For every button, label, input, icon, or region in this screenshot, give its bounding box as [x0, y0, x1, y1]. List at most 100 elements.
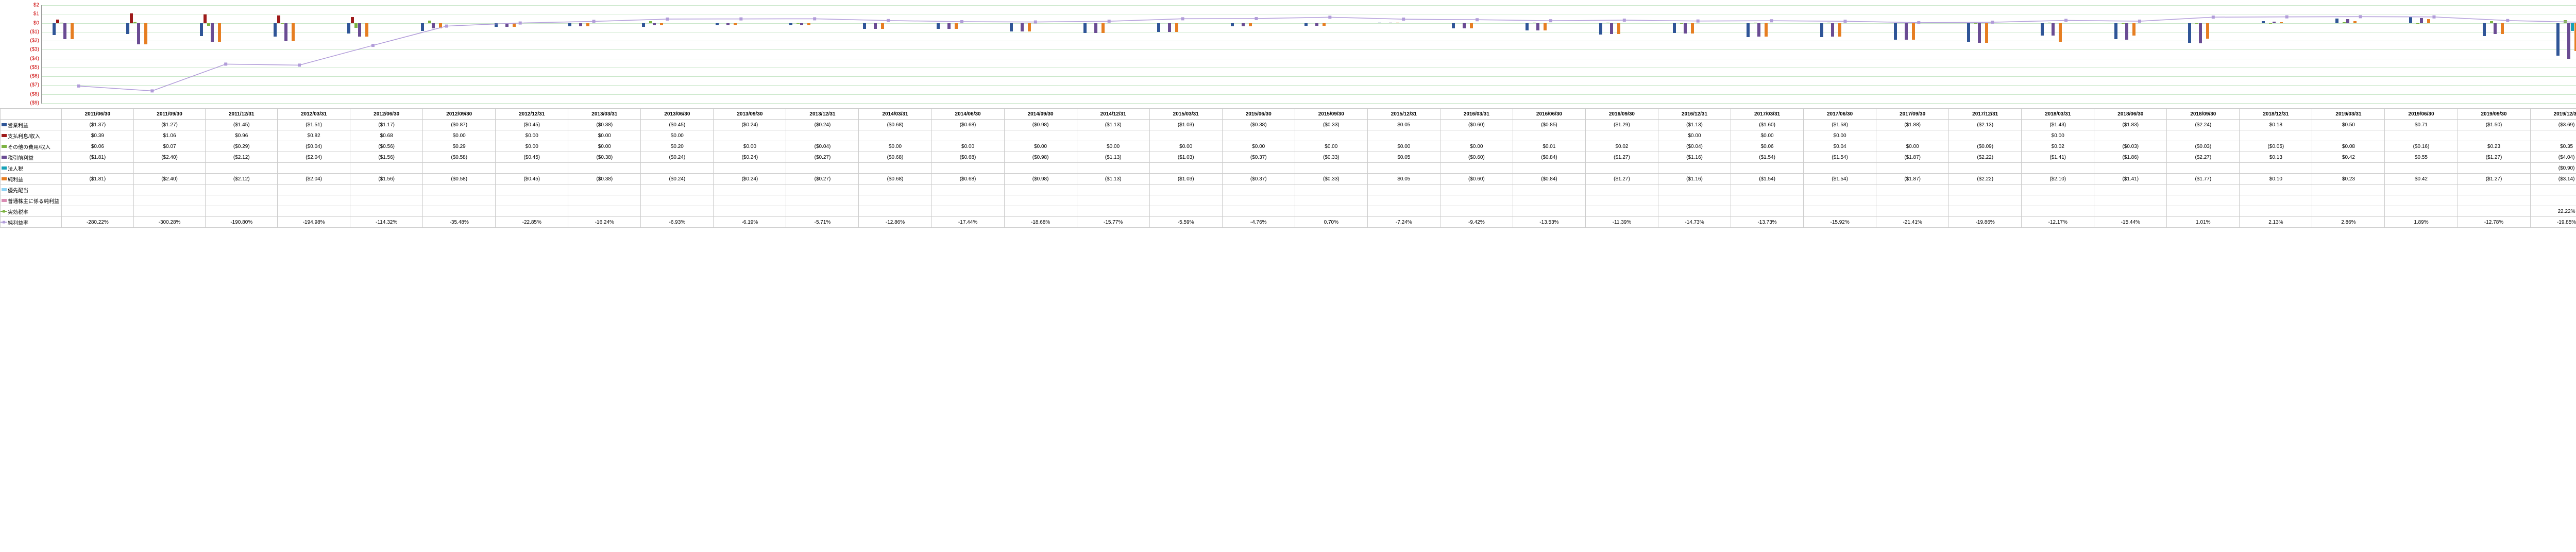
- period-header: 2016/03/31: [1440, 109, 1513, 120]
- cell-net_income: ($3.14): [2530, 174, 2576, 185]
- cell-net_income: ($1.27): [1585, 174, 1658, 185]
- cell-operating_income: ($1.51): [278, 120, 350, 130]
- period-header: 2018/06/30: [2094, 109, 2167, 120]
- period-header: 2019/12/31: [2530, 109, 2576, 120]
- row-header-effective_tax: 実効税率: [1, 206, 62, 217]
- cell-interest: [714, 130, 786, 141]
- cell-pretax: ($0.37): [1222, 152, 1295, 163]
- cell-effective_tax: [62, 206, 134, 217]
- cell-preferred_div: [1513, 185, 1585, 195]
- cell-operating_income: $0.71: [2385, 120, 2458, 130]
- cell-income_tax: [786, 163, 859, 174]
- cell-net_margin: -7.24%: [1367, 217, 1440, 228]
- cell-common_net: [1440, 195, 1513, 206]
- cell-effective_tax: [1949, 206, 2022, 217]
- cell-income_tax: [2022, 163, 2094, 174]
- cell-net_margin: -19.85%: [2530, 217, 2576, 228]
- marker-net_margin: [1181, 17, 1184, 20]
- cell-other: $0.20: [641, 141, 714, 152]
- row-header-interest: 支払利息/収入: [1, 130, 62, 141]
- marker-net_margin: [2432, 15, 2435, 19]
- marker-net_margin: [77, 85, 80, 88]
- cell-common_net: [1585, 195, 1658, 206]
- cell-net_income: ($0.98): [1004, 174, 1077, 185]
- cell-income_tax: [1804, 163, 1876, 174]
- cell-operating_income: ($0.87): [423, 120, 496, 130]
- cell-net_income: ($1.87): [1876, 174, 1949, 185]
- cell-net_margin: -17.44%: [931, 217, 1004, 228]
- cell-net_margin: -194.98%: [278, 217, 350, 228]
- cell-effective_tax: [278, 206, 350, 217]
- cell-operating_income: ($1.03): [1149, 120, 1222, 130]
- line-overlay: [42, 5, 2576, 103]
- cell-effective_tax: [1004, 206, 1077, 217]
- cell-pretax: $0.42: [2312, 152, 2385, 163]
- cell-interest: [1295, 130, 1367, 141]
- cell-common_net: [1367, 195, 1440, 206]
- cell-effective_tax: [641, 206, 714, 217]
- y-left-tick: ($6): [16, 74, 39, 79]
- cell-other: ($0.03): [2167, 141, 2240, 152]
- cell-net_income: $0.42: [2385, 174, 2458, 185]
- cell-common_net: [2240, 195, 2312, 206]
- cell-other: $0.00: [1876, 141, 1949, 152]
- marker-net_margin: [1328, 15, 1331, 19]
- cell-preferred_div: [496, 185, 568, 195]
- cell-interest: $0.68: [350, 130, 423, 141]
- cell-other: ($0.04): [278, 141, 350, 152]
- cell-operating_income: ($1.17): [350, 120, 423, 130]
- cell-effective_tax: [1731, 206, 1804, 217]
- cell-net_margin: -114.32%: [350, 217, 423, 228]
- cell-pretax: ($0.33): [1295, 152, 1367, 163]
- y-left-tick: ($1): [16, 29, 39, 35]
- cell-operating_income: $0.18: [2240, 120, 2312, 130]
- cell-common_net: [2385, 195, 2458, 206]
- y-left-tick: $2: [16, 3, 39, 8]
- cell-other: $0.00: [714, 141, 786, 152]
- cell-common_net: [62, 195, 134, 206]
- cell-common_net: [1658, 195, 1731, 206]
- cell-income_tax: [2385, 163, 2458, 174]
- cell-preferred_div: [278, 185, 350, 195]
- period-header: 2016/12/31: [1658, 109, 1731, 120]
- cell-interest: $0.96: [206, 130, 278, 141]
- cell-net_margin: -6.93%: [641, 217, 714, 228]
- cell-net_income: ($0.33): [1295, 174, 1367, 185]
- cell-net_income: ($2.40): [133, 174, 206, 185]
- cell-common_net: [206, 195, 278, 206]
- marker-net_margin: [1255, 17, 1258, 20]
- cell-common_net: [1004, 195, 1077, 206]
- cell-common_net: [786, 195, 859, 206]
- cell-preferred_div: [2022, 185, 2094, 195]
- cell-operating_income: ($0.45): [641, 120, 714, 130]
- cell-other: $0.00: [1222, 141, 1295, 152]
- cell-effective_tax: [1585, 206, 1658, 217]
- chart-plot-area: $2$1$0($1)($2)($3)($4)($5)($6)($7)($8)($…: [41, 5, 2576, 104]
- marker-net_margin: [1549, 19, 1552, 22]
- cell-interest: [1876, 130, 1949, 141]
- period-header: 2017/03/31: [1731, 109, 1804, 120]
- cell-pretax: ($0.84): [1513, 152, 1585, 163]
- y-left-tick: ($7): [16, 82, 39, 88]
- period-header: 2017/06/30: [1804, 109, 1876, 120]
- cell-common_net: [496, 195, 568, 206]
- cell-interest: [1949, 130, 2022, 141]
- cell-net_margin: -300.28%: [133, 217, 206, 228]
- cell-income_tax: [859, 163, 931, 174]
- cell-common_net: [1149, 195, 1222, 206]
- cell-common_net: [278, 195, 350, 206]
- cell-net_margin: -16.24%: [568, 217, 641, 228]
- cell-net_income: $0.23: [2312, 174, 2385, 185]
- marker-net_margin: [519, 22, 522, 25]
- cell-income_tax: [931, 163, 1004, 174]
- cell-effective_tax: [1222, 206, 1295, 217]
- cell-net_margin: -5.71%: [786, 217, 859, 228]
- cell-net_margin: -4.76%: [1222, 217, 1295, 228]
- y-left-tick: ($4): [16, 56, 39, 61]
- cell-net_income: ($0.24): [714, 174, 786, 185]
- cell-common_net: [931, 195, 1004, 206]
- cell-common_net: [568, 195, 641, 206]
- cell-net_income: $0.10: [2240, 174, 2312, 185]
- cell-net_income: ($0.60): [1440, 174, 1513, 185]
- row-header-operating_income: 営業利益: [1, 120, 62, 130]
